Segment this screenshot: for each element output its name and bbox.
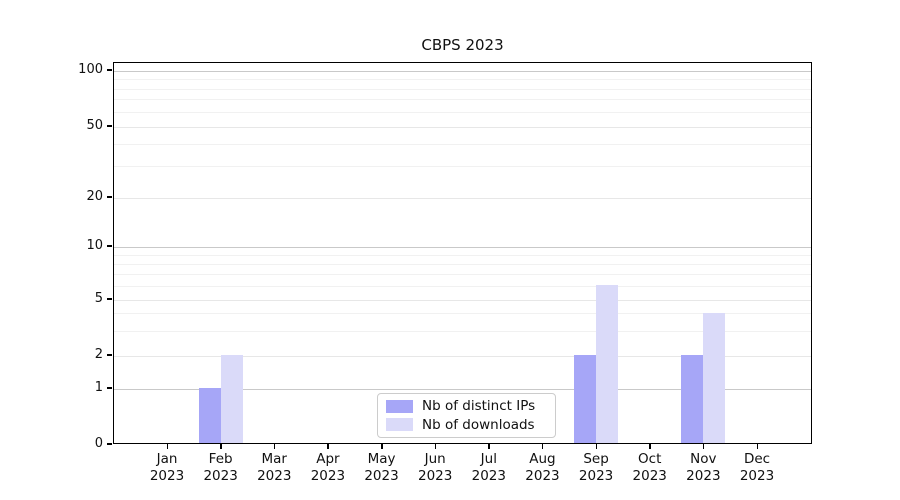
x-tick-mark-dec	[756, 444, 758, 449]
x-tick-label-jan: Jan 2023	[149, 451, 185, 484]
x-tick-mark-jun	[434, 444, 437, 449]
x-tick-mark-jan	[166, 444, 168, 449]
x-tick-label-mar: Mar 2023	[257, 451, 292, 484]
legend-swatch-distinct-ips	[386, 399, 413, 413]
x-tick-mark-aug	[541, 444, 544, 449]
bar-nov-downloads	[703, 312, 726, 443]
x-tick-label-oct: Oct 2023	[632, 451, 667, 484]
x-tick-label-jul: Jul 2023	[471, 451, 506, 484]
bar-sep-downloads	[596, 285, 619, 443]
y-tick-label-5: 5	[94, 291, 103, 306]
bar-feb-distinct-ips	[198, 388, 221, 443]
gridline-y-6	[114, 285, 811, 287]
x-tick-mark-feb	[220, 444, 222, 449]
y-tick-label-50: 50	[86, 118, 103, 133]
x-tick-label-may: May 2023	[364, 451, 399, 484]
y-tick-label-10: 10	[86, 238, 103, 253]
x-tick-label-aug: Aug 2023	[525, 451, 560, 484]
legend-item-distinct-ips: Nb of distinct IPs	[386, 398, 547, 414]
bar-nov-distinct-ips	[681, 355, 704, 443]
legend-item-downloads: Nb of downloads	[386, 417, 547, 433]
chart-title: CBPS 2023	[421, 36, 504, 54]
bar-sep-distinct-ips	[574, 355, 597, 443]
gridline-y-1	[114, 388, 811, 390]
x-tick-label-apr: Apr 2023	[310, 451, 346, 484]
y-tick-mark-100	[107, 69, 112, 71]
gridline-y-9	[114, 254, 811, 256]
plot-area	[113, 62, 812, 444]
legend-swatch-downloads	[386, 418, 413, 432]
y-tick-mark-10	[107, 245, 112, 247]
x-tick-mark-nov	[702, 444, 705, 449]
gridline-y-40	[114, 143, 811, 145]
x-tick-mark-oct	[649, 444, 651, 449]
x-tick-mark-jul	[488, 444, 490, 449]
y-tick-mark-1	[107, 387, 112, 389]
x-tick-mark-apr	[327, 444, 329, 449]
x-tick-mark-may	[381, 444, 383, 449]
x-tick-label-dec: Dec 2023	[739, 451, 775, 484]
gridline-y-3	[114, 330, 811, 332]
gridline-y-4	[114, 313, 811, 315]
legend-label-downloads: Nb of downloads	[422, 416, 535, 433]
y-tick-label-0: 0	[94, 436, 103, 451]
gridline-y-70	[114, 99, 811, 101]
x-tick-mark-sep	[595, 444, 598, 449]
gridline-y-100	[114, 70, 811, 72]
y-tick-mark-50	[107, 125, 112, 127]
y-tick-mark-2	[107, 354, 112, 356]
gridline-y-80	[114, 88, 811, 90]
gridline-y-30	[114, 166, 811, 168]
x-tick-label-jun: Jun 2023	[417, 451, 453, 484]
y-tick-mark-5	[107, 298, 112, 300]
legend: Nb of distinct IPs Nb of downloads	[377, 393, 556, 438]
x-tick-label-sep: Sep 2023	[578, 451, 614, 484]
y-tick-mark-20	[107, 196, 112, 198]
gridline-y-50	[114, 126, 811, 128]
x-tick-mark-mar	[273, 444, 276, 449]
y-tick-mark-0	[107, 443, 112, 445]
gridline-y-5	[114, 299, 811, 301]
gridline-y-7	[114, 273, 811, 275]
gridline-y-20	[114, 197, 811, 199]
x-tick-label-nov: Nov 2023	[686, 451, 721, 484]
y-tick-label-2: 2	[94, 347, 103, 362]
bar-feb-downloads	[220, 355, 243, 443]
y-tick-label-1: 1	[94, 380, 103, 395]
y-tick-label-20: 20	[86, 189, 103, 204]
y-tick-label-100: 100	[78, 62, 103, 77]
gridline-y-10	[114, 246, 811, 248]
gridline-y-8	[114, 263, 811, 265]
legend-label-distinct-ips: Nb of distinct IPs	[422, 398, 536, 415]
x-tick-label-feb: Feb 2023	[203, 451, 238, 484]
gridline-y-2	[114, 355, 811, 357]
gridline-y-60	[114, 111, 811, 113]
gridline-y-90	[114, 79, 811, 80]
